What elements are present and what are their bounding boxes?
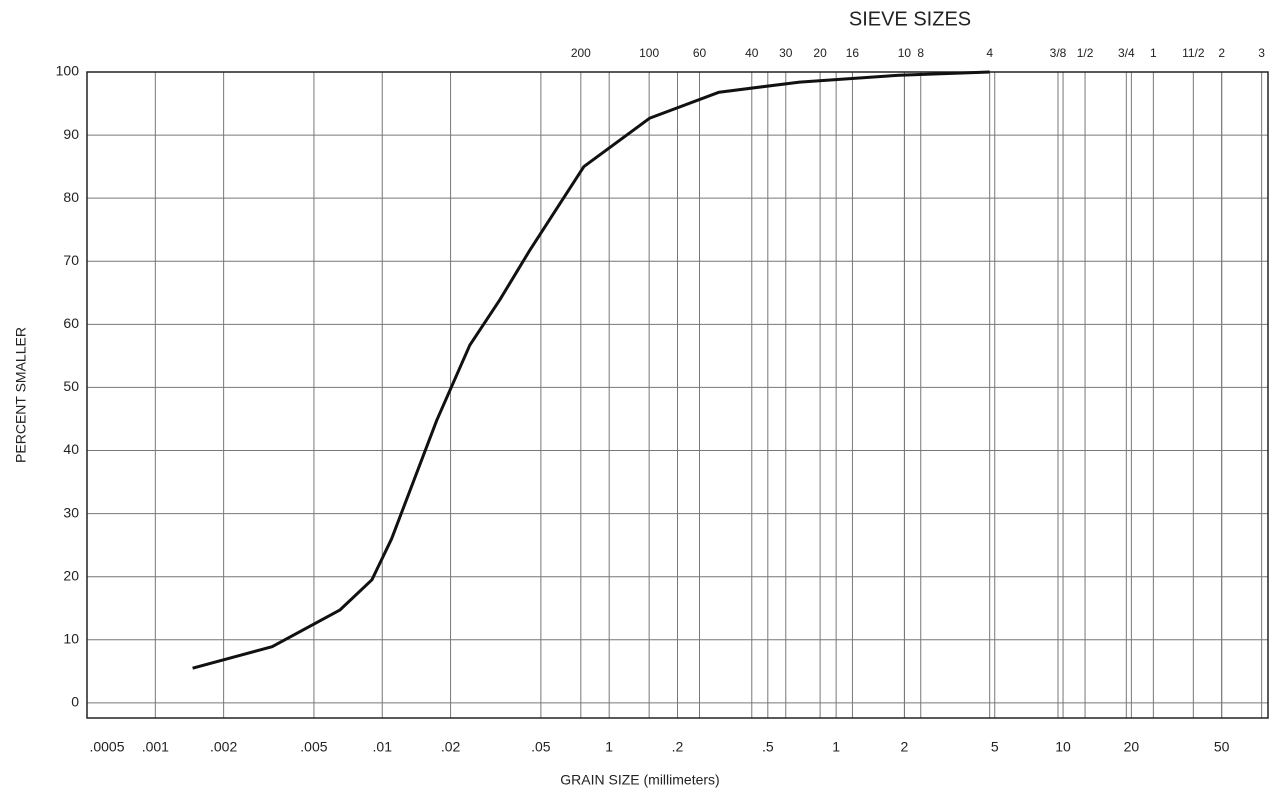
y-axis-label: PERCENT SMALLER — [13, 327, 29, 463]
x-tick-label: .01 — [373, 739, 393, 755]
y-tick-label: 0 — [71, 694, 79, 710]
x2-tick-label: 1/2 — [1077, 46, 1094, 60]
x2-tick-label: 60 — [693, 46, 707, 60]
x-tick-label: 50 — [1214, 739, 1230, 755]
x-tick-label: .05 — [531, 739, 551, 755]
x2-tick-label: 100 — [639, 46, 659, 60]
chart-title: SIEVE SIZES — [849, 8, 971, 30]
plot-border — [86, 71, 1269, 719]
x2-tick-label: 1 — [1150, 46, 1157, 60]
y-tick-label: 50 — [63, 378, 79, 394]
x2-tick-label: 16 — [846, 46, 860, 60]
x2-tick-label: 4 — [986, 46, 993, 60]
x-tick-label: .002 — [210, 739, 237, 755]
x2-tick-label: 3/4 — [1118, 46, 1135, 60]
y-tick-label: 10 — [63, 630, 79, 646]
y-tick-label: 20 — [63, 567, 79, 583]
x-tick-label: .5 — [762, 739, 774, 755]
x-tick-label: .0005 — [89, 739, 124, 755]
x-axis-label: GRAIN SIZE (millimeters) — [560, 772, 719, 788]
y-tick-label: 60 — [63, 315, 79, 331]
x-tick-label: .005 — [300, 739, 327, 755]
x-tick-label: 1 — [605, 739, 613, 755]
y-tick-label: 80 — [63, 189, 79, 205]
x2-tick-label: 30 — [779, 46, 793, 60]
x-tick-label: .02 — [441, 739, 461, 755]
x2-tick-label: 40 — [745, 46, 759, 60]
x-tick-label: 20 — [1124, 739, 1140, 755]
x-tick-label: 10 — [1055, 739, 1071, 755]
x-tick-label: .001 — [142, 739, 169, 755]
x-tick-label: 2 — [901, 739, 909, 755]
x2-tick-label: 3 — [1258, 46, 1265, 60]
x-tick-label: .2 — [672, 739, 684, 755]
data-line — [192, 70, 990, 670]
y-tick-label: 30 — [63, 504, 79, 520]
x2-tick-label: 2 — [1218, 46, 1225, 60]
x2-tick-label: 8 — [917, 46, 924, 60]
x2-tick-label: 10 — [898, 46, 912, 60]
x-tick-label: 1 — [832, 739, 840, 755]
y-tick-label: 40 — [63, 441, 79, 457]
x2-tick-label: 3/8 — [1050, 46, 1067, 60]
y-tick-label: 90 — [63, 126, 79, 142]
x2-tick-label: 20 — [813, 46, 827, 60]
x-tick-label: 5 — [991, 739, 999, 755]
y-tick-label: 70 — [63, 252, 79, 268]
y-tick-label: 100 — [56, 63, 80, 79]
x2-tick-label: 11/2 — [1182, 46, 1205, 60]
x2-tick-label: 200 — [571, 46, 591, 60]
